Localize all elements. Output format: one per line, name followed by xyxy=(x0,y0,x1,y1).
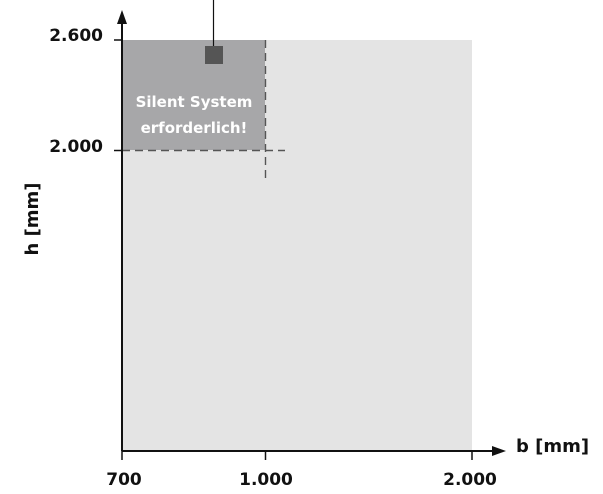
x-tick-label-700: 700 xyxy=(106,470,142,490)
y-axis-label: h [mm] xyxy=(22,182,43,255)
silent-system-note-line-1: Silent System xyxy=(136,93,253,111)
silent-system-zone xyxy=(122,40,265,150)
silent-system-note-line-2: erforderlich! xyxy=(141,119,248,137)
y-axis-arrow xyxy=(117,10,127,24)
x-tick-label-1000: 1.000 xyxy=(239,470,293,490)
marker-square xyxy=(205,46,223,64)
x-axis-label: b [mm] xyxy=(516,436,589,457)
x-axis-arrow xyxy=(492,446,506,456)
y-tick-label-2000: 2.000 xyxy=(49,137,103,157)
x-tick-label-2000: 2.000 xyxy=(443,470,497,490)
y-tick-label-2600: 2.600 xyxy=(49,26,103,46)
